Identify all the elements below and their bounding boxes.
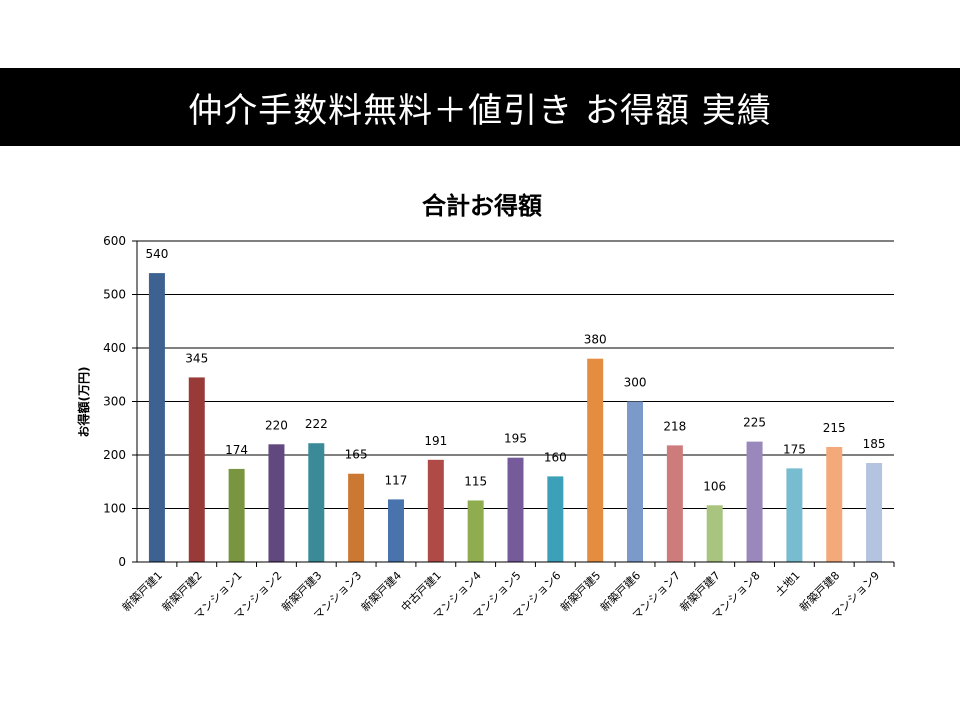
- data-label: 160: [544, 450, 567, 464]
- bar: [866, 463, 883, 562]
- data-label: 115: [464, 474, 487, 488]
- data-label: 540: [145, 247, 168, 261]
- data-label: 220: [265, 418, 288, 432]
- bar: [786, 468, 803, 562]
- bar: [547, 476, 564, 562]
- data-label: 106: [703, 479, 726, 493]
- bar: [666, 445, 683, 562]
- data-label: 218: [663, 419, 686, 433]
- bar: [308, 443, 325, 562]
- data-labels: 540 345 174 220 222 165 117 191 115 195 160 380 300 2…: [145, 247, 885, 493]
- data-label: 215: [823, 421, 846, 435]
- bars: [148, 273, 883, 562]
- bar: [627, 401, 644, 562]
- y-tick-label: 0: [118, 555, 126, 569]
- bar: [387, 499, 404, 562]
- y-tick-labels: 0 100 200 300 400 500 600: [103, 234, 126, 569]
- bar: [587, 358, 604, 562]
- category-label: 新築戸建1: [119, 568, 165, 614]
- y-tick-label: 500: [103, 288, 126, 302]
- bar: [188, 377, 205, 562]
- data-label: 300: [624, 376, 647, 390]
- bar: [746, 441, 763, 562]
- bar: [706, 505, 723, 562]
- category-label: 新築戸建4: [358, 568, 404, 614]
- category-label: 土地1: [773, 569, 803, 599]
- title-banner: 仲介手数料無料＋値引き お得額 実績: [0, 68, 960, 146]
- bar: [507, 457, 524, 562]
- data-label: 225: [743, 416, 766, 430]
- y-axis-title: お得額(万円): [76, 367, 91, 438]
- bar: [148, 273, 165, 562]
- bar: [826, 446, 843, 562]
- bar: [467, 500, 484, 562]
- data-label: 191: [424, 434, 447, 448]
- y-tick-label: 600: [103, 234, 126, 248]
- category-label: 新築戸建5: [557, 568, 603, 614]
- data-label: 195: [504, 432, 527, 446]
- y-tick-label: 400: [103, 341, 126, 355]
- slide-title: 仲介手数料無料＋値引き お得額 実績: [188, 90, 772, 131]
- bar: [268, 444, 285, 562]
- data-label: 185: [863, 437, 886, 451]
- category-labels: 新築戸建1新築戸建2マンション1マンション2新築戸建3マンション3新築戸建4中古…: [119, 568, 882, 622]
- data-label: 345: [185, 351, 208, 365]
- y-tick-label: 300: [103, 395, 126, 409]
- data-label: 175: [783, 442, 806, 456]
- y-tick-label: 100: [103, 502, 126, 516]
- chart-title: 合計お得額: [422, 192, 542, 220]
- bar: [228, 468, 245, 562]
- data-label: 380: [584, 333, 607, 347]
- data-label: 117: [385, 473, 408, 487]
- data-label: 174: [225, 443, 248, 457]
- bar: [427, 459, 444, 562]
- bar: [348, 473, 365, 562]
- gridlines: [132, 240, 895, 567]
- data-label: 222: [305, 417, 328, 431]
- data-label: 165: [345, 448, 368, 462]
- y-tick-label: 200: [103, 448, 126, 462]
